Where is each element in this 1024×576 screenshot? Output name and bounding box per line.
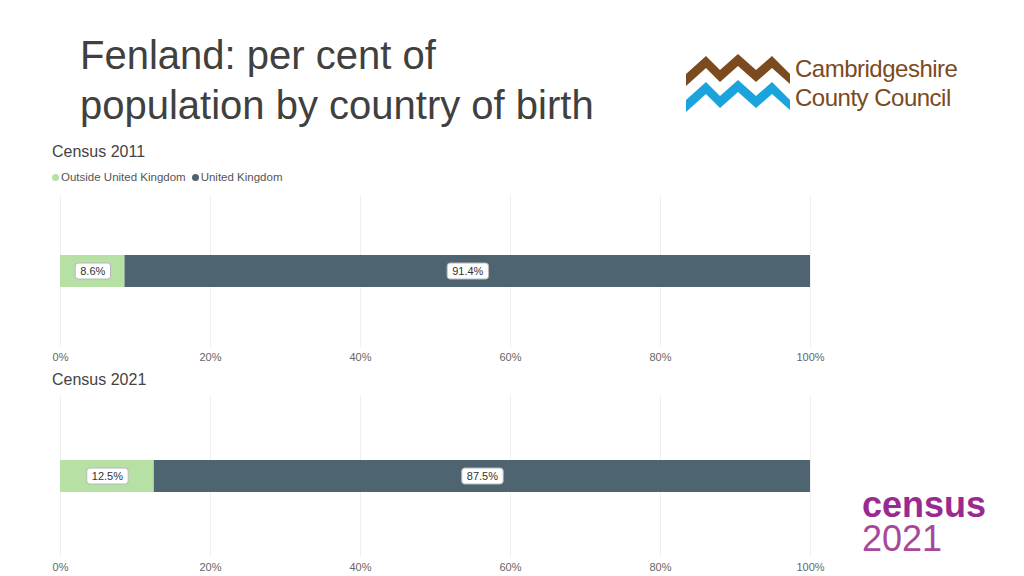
svg-text:12.5%: 12.5% [92, 470, 123, 482]
svg-text:60%: 60% [499, 561, 521, 573]
html-text:Census 2011: Census 2011 [52, 143, 146, 160]
html-text:United Kingdom: United Kingdom [200, 171, 283, 183]
svg-text:8.6%: 8.6% [80, 265, 105, 277]
svg-text:100%: 100% [796, 351, 824, 363]
html-text:Census 2021: Census 2021 [52, 371, 147, 388]
html-text:Fenland: per cent of populatio: Fenland: per cent of population by count… [80, 33, 594, 127]
html-text:Outside United Kingdom: Outside United Kingdom [61, 171, 186, 183]
svg-text:87.5%: 87.5% [467, 470, 498, 482]
svg-text:20%: 20% [199, 561, 221, 573]
svg-text:80%: 80% [649, 351, 671, 363]
svg-text:0%: 0% [53, 351, 69, 363]
html-text:2021: 2021 [862, 518, 943, 559]
svg-text:60%: 60% [499, 351, 521, 363]
svg-text:40%: 40% [349, 351, 371, 363]
svg-text:80%: 80% [649, 561, 671, 573]
svg-text:91.4%: 91.4% [452, 265, 483, 277]
svg-text:100%: 100% [796, 561, 824, 573]
svg-text:40%: 40% [349, 561, 371, 573]
html-text:County Council: County Council [795, 84, 951, 111]
html-text:census: census [862, 484, 987, 525]
svg-text:20%: 20% [199, 351, 221, 363]
html-text:Cambridgeshire: Cambridgeshire [795, 55, 958, 82]
svg-text:0%: 0% [53, 561, 69, 573]
